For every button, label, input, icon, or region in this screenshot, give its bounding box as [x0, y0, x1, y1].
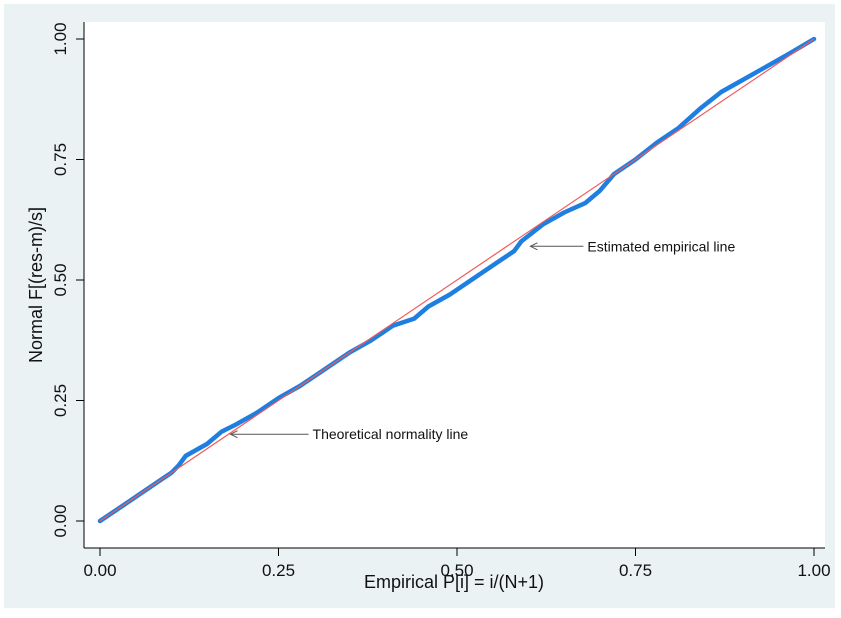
annotation-theoretical-arrowhead — [229, 430, 238, 439]
theoretical-series-line — [99, 38, 815, 522]
annotation-empirical-label: Estimated empirical line — [587, 238, 735, 254]
x-tick-label: 0.25 — [262, 561, 295, 580]
series-layer — [97, 36, 817, 524]
qq-plot: 0.00 0.25 0.50 0.75 1.00 0.00 0.25 0.50 0.75 1.0… — [26, 22, 831, 592]
x-tick-label: 0.50 — [440, 561, 473, 580]
y-axis-title: Normal F[(res-m)/s] — [26, 207, 46, 363]
annotations: Estimated empirical line Theoretical nor… — [229, 238, 735, 442]
y-tick-label: 1.00 — [51, 22, 70, 55]
y-tick-label: 0.25 — [51, 384, 70, 417]
y-axis-ticks: 0.00 0.25 0.50 0.75 1.00 — [51, 22, 84, 538]
x-tick-label: 1.00 — [797, 561, 830, 580]
annotation-empirical-arrowhead — [529, 242, 538, 251]
y-tick-label: 0.50 — [51, 263, 70, 296]
y-tick-label: 0.00 — [51, 504, 70, 537]
x-tick-label: 0.75 — [619, 561, 652, 580]
chart-container: 0.00 0.25 0.50 0.75 1.00 0.00 0.25 0.50 0.75 1.0… — [4, 4, 835, 608]
annotation-theoretical-label: Theoretical normality line — [313, 426, 469, 442]
y-tick-label: 0.75 — [51, 143, 70, 176]
x-axis-ticks: 0.00 0.25 0.50 0.75 1.00 — [83, 548, 831, 580]
plot-area — [84, 22, 825, 548]
empirical-series-line — [97, 36, 817, 524]
x-tick-label: 0.00 — [83, 561, 116, 580]
x-axis-title: Empirical P[i] = i/(N+1) — [364, 572, 544, 592]
